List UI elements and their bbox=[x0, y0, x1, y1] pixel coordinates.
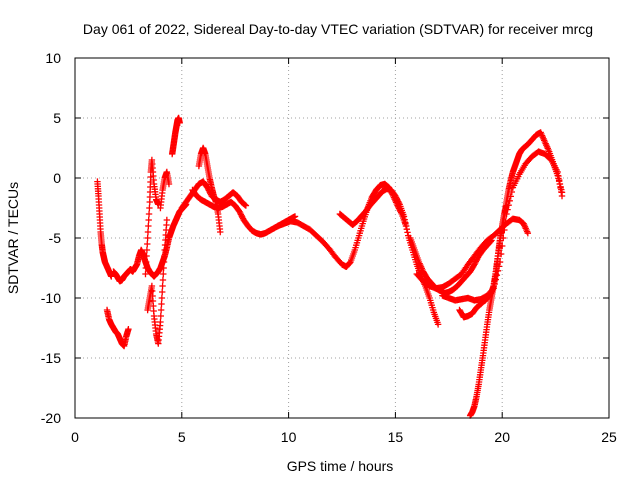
data-point bbox=[145, 216, 152, 224]
x-tick-label: 0 bbox=[71, 429, 79, 445]
x-tick-label: 25 bbox=[601, 429, 617, 445]
series-arc-15 bbox=[439, 148, 566, 304]
data-point bbox=[557, 183, 564, 190]
data-point bbox=[143, 246, 151, 254]
data-point bbox=[160, 258, 168, 266]
series-arc-4 bbox=[142, 156, 162, 278]
data-point bbox=[238, 212, 245, 219]
data-point bbox=[346, 259, 354, 266]
data-point bbox=[163, 216, 171, 224]
data-point bbox=[555, 178, 563, 185]
data-point bbox=[176, 119, 183, 126]
y-tick-label: -20 bbox=[41, 410, 61, 426]
data-point bbox=[556, 180, 564, 188]
data-point bbox=[471, 261, 478, 268]
data-point bbox=[143, 258, 150, 266]
data-point bbox=[158, 294, 166, 302]
data-point bbox=[108, 273, 115, 280]
x-axis-title: GPS time / hours bbox=[287, 458, 394, 474]
data-point bbox=[393, 195, 401, 202]
data-point bbox=[159, 276, 167, 284]
x-tick-label: 5 bbox=[178, 429, 186, 445]
data-point bbox=[157, 312, 164, 320]
data-point bbox=[503, 202, 510, 209]
data-point bbox=[473, 257, 480, 264]
data-point bbox=[158, 300, 165, 308]
data-point bbox=[524, 230, 532, 237]
data-point bbox=[239, 214, 246, 221]
data-point bbox=[392, 194, 400, 201]
y-tick-label: 5 bbox=[53, 110, 61, 126]
x-tick-label: 10 bbox=[281, 429, 297, 445]
chart-title: Day 061 of 2022, Sidereal Day-to-day VTE… bbox=[83, 21, 593, 37]
data-point bbox=[392, 192, 399, 200]
data-point bbox=[161, 252, 168, 260]
data-point bbox=[146, 204, 153, 212]
data-point bbox=[554, 172, 561, 179]
data-point bbox=[558, 189, 566, 196]
data-point bbox=[142, 270, 149, 278]
x-tick-label: 20 bbox=[494, 429, 510, 445]
x-tick-labels: 0 5 10 15 20 25 bbox=[71, 429, 617, 445]
data-point bbox=[434, 321, 442, 328]
y-axis-title: SDTVAR / TECUs bbox=[5, 182, 21, 294]
series-arc-2 bbox=[103, 306, 132, 350]
data-point bbox=[125, 326, 132, 333]
y-tick-label: -10 bbox=[41, 290, 61, 306]
data-point bbox=[142, 264, 150, 272]
x-tick-label: 15 bbox=[388, 429, 404, 445]
data-point bbox=[144, 240, 151, 248]
data-point bbox=[403, 226, 410, 233]
data-point bbox=[402, 219, 409, 226]
series-arc-6 bbox=[157, 168, 173, 212]
data-point bbox=[160, 270, 167, 278]
data-point bbox=[236, 208, 243, 215]
series-arc-5 bbox=[144, 216, 171, 347]
data-point bbox=[555, 175, 562, 182]
data-point bbox=[159, 288, 166, 296]
data-point bbox=[401, 216, 408, 223]
data-point bbox=[472, 258, 480, 265]
data-point bbox=[242, 202, 250, 209]
series-arc-17 bbox=[466, 202, 510, 419]
data-points bbox=[94, 114, 566, 419]
data-point bbox=[217, 228, 224, 236]
data-point bbox=[145, 222, 152, 230]
data-point bbox=[159, 282, 166, 290]
data-point bbox=[157, 306, 165, 314]
y-tick-label: 10 bbox=[45, 50, 61, 66]
data-point bbox=[402, 222, 410, 230]
y-tick-label: -5 bbox=[49, 230, 62, 246]
y-tick-label: -15 bbox=[41, 350, 61, 366]
data-point bbox=[144, 228, 152, 236]
data-point bbox=[145, 210, 153, 218]
data-point bbox=[558, 186, 565, 193]
axis-ticks bbox=[74, 57, 610, 419]
data-point bbox=[165, 180, 173, 188]
data-point bbox=[291, 213, 299, 220]
data-point bbox=[237, 211, 245, 218]
data-point bbox=[395, 199, 403, 207]
data-point bbox=[471, 259, 479, 267]
data-point bbox=[395, 198, 402, 205]
series-arc-7 bbox=[168, 114, 183, 158]
data-point bbox=[400, 213, 408, 220]
y-tick-labels: 10 5 0 -5 -10 -15 -20 bbox=[41, 50, 61, 426]
data-point bbox=[143, 252, 150, 260]
data-point bbox=[236, 209, 244, 217]
series-arc-9 bbox=[195, 144, 224, 236]
y-tick-label: 0 bbox=[53, 170, 61, 186]
data-point bbox=[404, 229, 411, 236]
data-point bbox=[157, 318, 164, 326]
data-point bbox=[394, 197, 401, 204]
data-point bbox=[160, 264, 167, 272]
data-point bbox=[144, 234, 151, 242]
